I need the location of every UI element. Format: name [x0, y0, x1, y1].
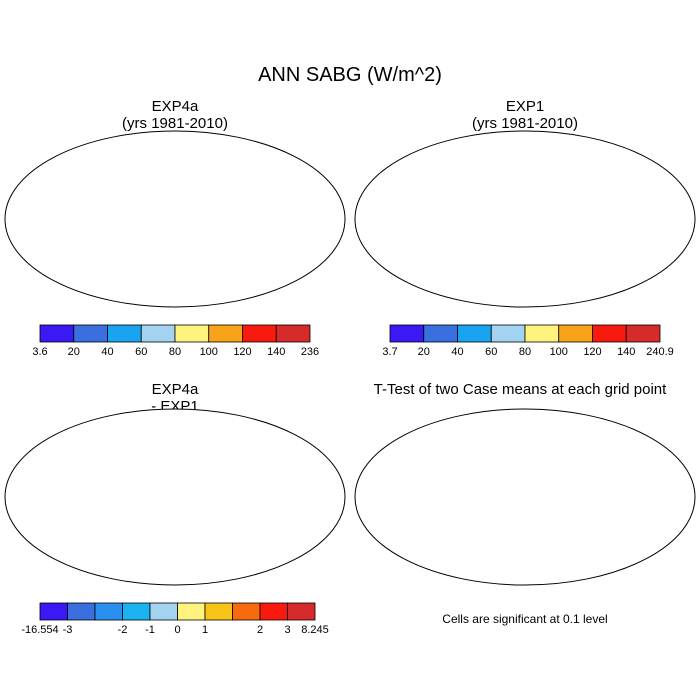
panel4-title-line1: T-Test of two Case means at each grid po…: [373, 381, 667, 398]
panel1-colorbar-tick-label: 40: [101, 346, 113, 358]
panel3-colorbar-swatch-2: [94, 602, 123, 621]
panel3-colorbar-tick-label: 0: [174, 624, 180, 636]
panel3-colorbar-tick-label: -3: [63, 624, 73, 636]
panel2-colorbar: 3.7 20 40 60 80 100 120 140 240.9: [382, 324, 674, 358]
panel2-colorbar-tick-label: 100: [550, 346, 568, 358]
panel1-colorbar-swatch-5: [208, 324, 243, 343]
panel1-colorbar-tick-label: 140: [267, 346, 285, 358]
panel2-colorbar-tick-label: 240.9: [646, 346, 674, 358]
panel2-colorbar-swatch-5: [558, 324, 593, 343]
panel3-colorbar-swatch-3: [122, 602, 151, 621]
panel1-colorbar-tick-label: 20: [68, 346, 80, 358]
panel1-colorbar-swatch-3: [140, 324, 176, 343]
panel2-colorbar-tick-label: 20: [418, 346, 430, 358]
panel4-globe-outline: [354, 408, 696, 586]
panel3-colorbar-tick-label: -16.554: [21, 624, 58, 636]
panel1-colorbar-tick-label: 100: [200, 346, 218, 358]
panel1-colorbar-tick-label: 60: [135, 346, 147, 358]
panel1-colorbar-swatch-2: [107, 324, 142, 343]
panel1-title: EXP4a (yrs 1981-2010): [25, 98, 325, 132]
panel1-colorbar-swatch-1: [73, 324, 108, 343]
panel3-colorbar-tick-label: -2: [118, 624, 128, 636]
panel1-globe-outline: [4, 130, 346, 308]
panel1-colorbar-tick-label: 80: [169, 346, 181, 358]
panel3-colorbar-swatch-6: [204, 602, 233, 621]
panel3-map: [4, 408, 346, 586]
panel1-colorbar-tick-label: 120: [233, 346, 251, 358]
panel2-colorbar-tick-label: 3.7: [382, 346, 397, 358]
panel2-colorbar-tick-label: 60: [485, 346, 497, 358]
panel1-map: [4, 130, 346, 308]
panel2-colorbar-tick-label: 140: [617, 346, 635, 358]
panel3-colorbar-swatch-4: [149, 602, 178, 621]
figure-title: ANN SABG (W/m^2): [258, 64, 442, 86]
panel2-colorbar-swatch-4: [524, 324, 560, 343]
panel1-colorbar-tick-label: 236: [301, 346, 319, 358]
panel3-colorbar-swatch-1: [67, 602, 96, 621]
panel2-map: [354, 130, 696, 308]
panel3-title-line1: EXP4a: [151, 381, 199, 398]
panel3-colorbar-tick-label: 8.245: [301, 624, 329, 636]
panel1-title-line1: EXP4a: [151, 98, 199, 115]
panel3-colorbar-swatch-8: [259, 602, 288, 621]
panel1-colorbar-tick-label: 3.6: [32, 346, 47, 358]
panel1-colorbar: 3.6 20 40 60 80 100 120 140 236: [32, 324, 319, 358]
panel3-colorbar-tick-label: -1: [145, 624, 155, 636]
panel1-colorbar-swatch-4: [174, 324, 210, 343]
panel1-colorbar-swatch-6: [242, 324, 277, 343]
panel2-title-line1: EXP1: [505, 98, 545, 115]
panel3-colorbar-tick-label: 2: [257, 624, 263, 636]
panel4-title: T-Test of two Case means at each grid po…: [345, 381, 695, 398]
panel3-colorbar: -16.554 -3 -2 -1 0 1 2 3 8.245: [21, 602, 329, 636]
panel2-globe-outline: [354, 130, 696, 308]
panel2-title-line2: (yrs 1981-2010): [472, 115, 578, 132]
panel3-colorbar-swatch-5: [177, 602, 206, 621]
panel2-colorbar-tick-label: 80: [519, 346, 531, 358]
panel2-colorbar-swatch-6: [592, 324, 627, 343]
panel3-colorbar-swatch-7: [232, 602, 261, 621]
panel3-colorbar-tick-label: 3: [284, 624, 290, 636]
panel1-title-line2: (yrs 1981-2010): [122, 115, 228, 132]
panel2-colorbar-swatch-0: [389, 324, 425, 343]
panel2-colorbar-swatch-3: [490, 324, 526, 343]
panel2-colorbar-swatch-1: [423, 324, 458, 343]
panel3-colorbar-swatch-9: [287, 602, 316, 621]
panel2-colorbar-swatch-2: [457, 324, 492, 343]
panel1-colorbar-swatch-7: [275, 324, 311, 343]
panel2-title: EXP1 (yrs 1981-2010): [375, 98, 675, 132]
panel4-map: [354, 408, 696, 586]
panel2-colorbar-swatch-7: [625, 324, 661, 343]
panel1-colorbar-swatch-0: [39, 324, 75, 343]
panel2-colorbar-tick-label: 40: [451, 346, 463, 358]
panel3-colorbar-swatch-0: [39, 602, 68, 621]
significance-note: Cells are significant at 0.1 level: [442, 612, 608, 626]
panel3-colorbar-tick-label: 1: [202, 624, 208, 636]
panel2-colorbar-tick-label: 120: [583, 346, 601, 358]
panel3-globe-outline: [4, 408, 346, 586]
